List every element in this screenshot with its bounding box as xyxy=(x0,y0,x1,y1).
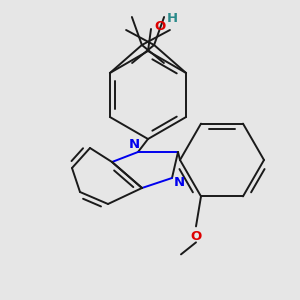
Text: O: O xyxy=(190,230,202,243)
Text: O: O xyxy=(154,20,166,32)
Text: N: N xyxy=(173,176,184,190)
Text: N: N xyxy=(128,137,140,151)
Text: H: H xyxy=(167,11,178,25)
